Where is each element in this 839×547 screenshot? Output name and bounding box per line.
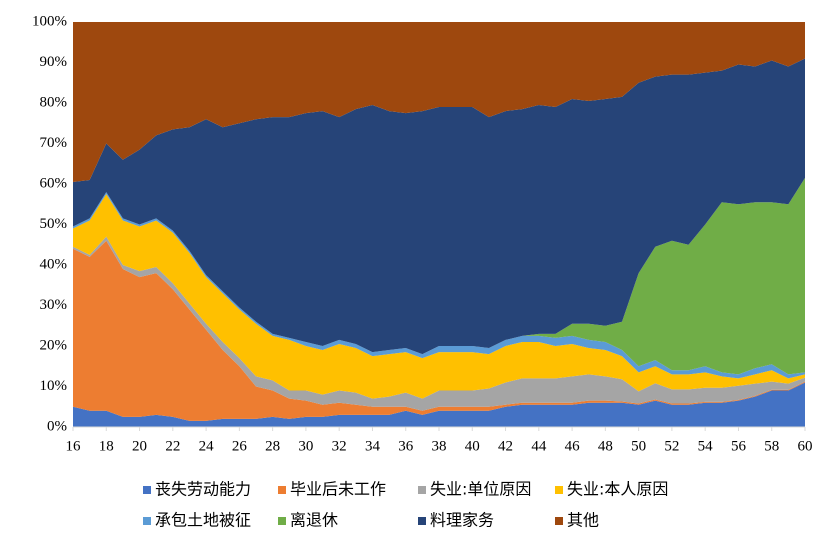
area	[73, 177, 805, 375]
legend-label: 丧失劳动能力	[155, 480, 251, 499]
area	[73, 236, 805, 411]
y-tick-label: 70%	[40, 135, 68, 151]
legend-swatch	[278, 486, 286, 494]
legend-swatch	[555, 486, 563, 494]
x-tick-label: 54	[698, 438, 714, 454]
x-tick-label: 24	[199, 438, 215, 454]
x-tick-label: 58	[764, 438, 779, 454]
area	[73, 240, 805, 421]
legend-swatch	[555, 517, 563, 525]
legend-label: 料理家务	[430, 511, 494, 530]
legend-label: 毕业后未工作	[290, 480, 386, 499]
x-tick-label: 38	[432, 438, 447, 454]
y-tick-label: 0%	[47, 418, 67, 434]
x-tick-label: 50	[631, 438, 646, 454]
x-tick-label: 46	[565, 438, 581, 454]
legend-swatch	[418, 486, 426, 494]
area	[73, 382, 805, 427]
y-tick-label: 100%	[32, 13, 67, 29]
legend-swatch	[278, 517, 286, 525]
area	[73, 58, 805, 355]
x-tick-label: 26	[232, 438, 248, 454]
x-tick-label: 22	[165, 438, 180, 454]
legend-swatch	[143, 517, 151, 525]
area	[73, 194, 805, 399]
y-tick-label: 40%	[40, 256, 68, 272]
legend-label: 失业:本人原因	[567, 480, 668, 499]
legend-label: 承包土地被征	[155, 511, 251, 530]
x-tick-label: 28	[265, 438, 280, 454]
y-tick-label: 20%	[40, 337, 68, 353]
area	[73, 22, 805, 182]
legend-swatch	[418, 517, 426, 525]
y-tick-label: 10%	[40, 378, 68, 394]
x-tick-label: 56	[731, 438, 747, 454]
x-tick-label: 60	[798, 438, 813, 454]
x-tick-label: 16	[66, 438, 82, 454]
y-tick-label: 30%	[40, 297, 68, 313]
x-tick-label: 30	[298, 438, 313, 454]
x-tick-label: 32	[332, 438, 347, 454]
legend-label: 失业:单位原因	[430, 480, 531, 499]
x-tick-label: 34	[365, 438, 381, 454]
legend-label: 其他	[567, 511, 599, 530]
x-tick-label: 44	[531, 438, 547, 454]
x-tick-label: 42	[498, 438, 513, 454]
x-tick-label: 36	[398, 438, 414, 454]
x-tick-label: 48	[598, 438, 613, 454]
x-tick-label: 20	[132, 438, 147, 454]
y-tick-label: 80%	[40, 94, 68, 110]
x-tick-label: 52	[664, 438, 679, 454]
y-tick-label: 60%	[40, 175, 68, 191]
x-tick-label: 18	[99, 438, 114, 454]
y-tick-label: 90%	[40, 54, 68, 70]
legend-label: 离退休	[290, 511, 338, 530]
x-tick-label: 40	[465, 438, 480, 454]
legend-swatch	[143, 486, 151, 494]
y-tick-label: 50%	[40, 216, 68, 232]
